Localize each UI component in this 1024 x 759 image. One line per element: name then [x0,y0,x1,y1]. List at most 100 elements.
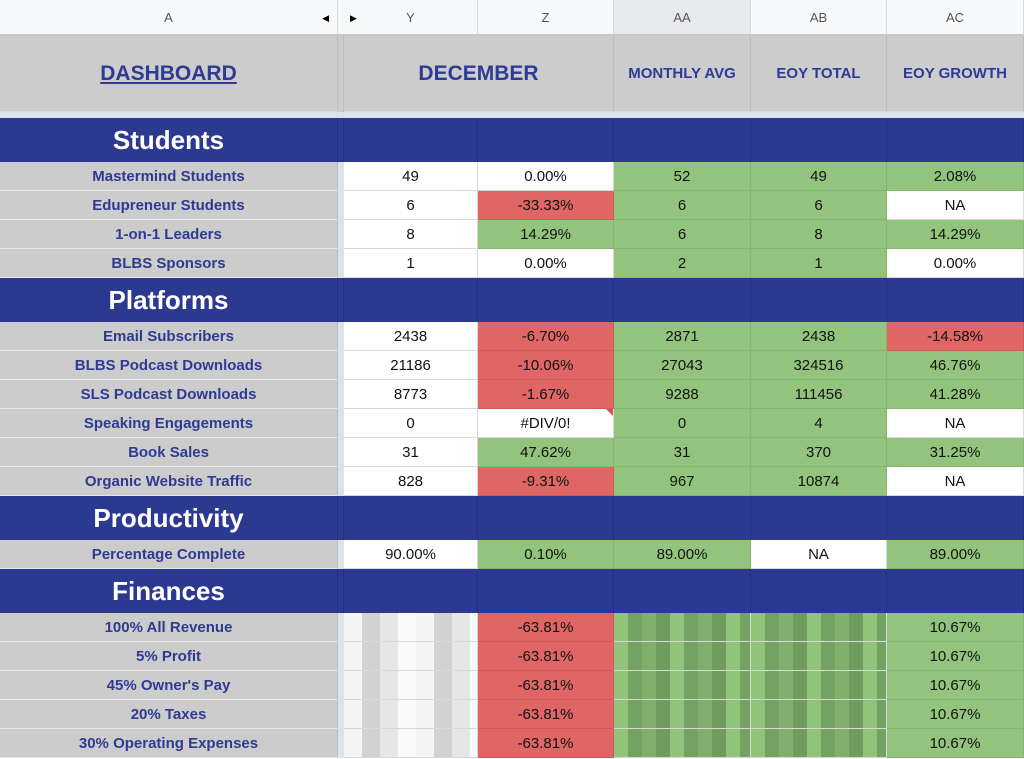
cell-y[interactable]: 828 [344,467,478,496]
cell-z[interactable]: -63.81% [478,729,614,758]
cell-z[interactable]: -10.06% [478,351,614,380]
section-cell[interactable] [478,569,614,613]
cell-ab[interactable]: 370 [751,438,887,467]
column-header-aa[interactable]: AA [614,0,751,36]
cell-ab[interactable]: 8 [751,220,887,249]
frozen-divider[interactable] [338,0,344,36]
cell-z[interactable]: #DIV/0! [478,409,614,438]
cell-ab[interactable] [751,671,887,700]
cell-ac[interactable]: 10.67% [887,671,1024,700]
cell-aa[interactable] [614,700,751,729]
section-cell[interactable] [344,118,478,162]
cell-y[interactable]: 49 [344,162,478,191]
cell-ac[interactable]: 41.28% [887,380,1024,409]
cell-ac[interactable]: 46.76% [887,351,1024,380]
cell-y[interactable]: 0 [344,409,478,438]
column-header-ac[interactable]: AC [887,0,1024,36]
row-label[interactable]: Book Sales [0,438,338,467]
section-cell[interactable] [887,278,1024,322]
section-cell[interactable] [478,278,614,322]
section-cell[interactable] [478,496,614,540]
cell-z[interactable]: -63.81% [478,613,614,642]
cell-z[interactable]: 47.62% [478,438,614,467]
cell-ac[interactable]: NA [887,409,1024,438]
cell-ab[interactable]: 324516 [751,351,887,380]
cell-ab[interactable]: NA [751,540,887,569]
cell-ac[interactable]: 10.67% [887,729,1024,758]
section-cell[interactable] [887,569,1024,613]
cell-z[interactable]: -1.67% [478,380,614,409]
section-cell[interactable] [751,278,887,322]
cell-y[interactable] [344,642,478,671]
column-header-y[interactable]: ▶ Y [344,0,478,36]
cell-z[interactable]: 0.00% [478,162,614,191]
cell-ac[interactable]: 0.00% [887,249,1024,278]
section-cell[interactable] [751,569,887,613]
section-cell[interactable] [344,569,478,613]
cell-z[interactable]: 14.29% [478,220,614,249]
cell-ab[interactable] [751,613,887,642]
row-label[interactable]: 1-on-1 Leaders [0,220,338,249]
cell-aa[interactable]: 2871 [614,322,751,351]
row-label[interactable]: SLS Podcast Downloads [0,380,338,409]
cell-y[interactable]: 31 [344,438,478,467]
cell-ab[interactable] [751,700,887,729]
cell-ac[interactable]: 10.67% [887,642,1024,671]
dashboard-link[interactable]: DASHBOARD [0,36,338,112]
cell-ab[interactable]: 49 [751,162,887,191]
cell-aa[interactable] [614,613,751,642]
cell-y[interactable]: 2438 [344,322,478,351]
monthly-avg-header[interactable]: MONTHLY AVG [614,36,751,112]
cell-ac[interactable]: 31.25% [887,438,1024,467]
row-label[interactable]: 30% Operating Expenses [0,729,338,758]
cell-ab[interactable] [751,642,887,671]
cell-aa[interactable]: 967 [614,467,751,496]
row-label[interactable]: BLBS Podcast Downloads [0,351,338,380]
row-label[interactable]: Percentage Complete [0,540,338,569]
cell-ab[interactable] [751,729,887,758]
row-label[interactable]: 100% All Revenue [0,613,338,642]
cell-z[interactable]: -9.31% [478,467,614,496]
cell-ac[interactable]: NA [887,191,1024,220]
cell-y[interactable]: 21186 [344,351,478,380]
section-cell[interactable] [614,569,751,613]
cell-aa[interactable]: 89.00% [614,540,751,569]
section-cell[interactable] [344,496,478,540]
section-cell[interactable] [614,278,751,322]
cell-ab[interactable]: 1 [751,249,887,278]
cell-aa[interactable]: 31 [614,438,751,467]
column-header-z[interactable]: Z [478,0,614,36]
cell-aa[interactable] [614,729,751,758]
section-cell[interactable] [751,118,887,162]
column-header-a[interactable]: A ◀ [0,0,338,36]
cell-aa[interactable] [614,642,751,671]
section-title[interactable]: Students [0,118,338,162]
section-title[interactable]: Finances [0,569,338,613]
cell-y[interactable] [344,671,478,700]
section-cell[interactable] [344,278,478,322]
cell-ac[interactable]: 89.00% [887,540,1024,569]
cell-y[interactable] [344,613,478,642]
cell-ac[interactable]: 2.08% [887,162,1024,191]
cell-aa[interactable]: 6 [614,220,751,249]
cell-ab[interactable]: 2438 [751,322,887,351]
section-cell[interactable] [887,118,1024,162]
eoy-growth-header[interactable]: EOY GROWTH [887,36,1024,112]
cell-y[interactable]: 6 [344,191,478,220]
column-header-ab[interactable]: AB [751,0,887,36]
row-label[interactable]: 20% Taxes [0,700,338,729]
month-header[interactable]: DECEMBER [344,36,614,112]
cell-ac[interactable]: NA [887,467,1024,496]
cell-aa[interactable]: 0 [614,409,751,438]
cell-z[interactable]: -63.81% [478,671,614,700]
cell-z[interactable]: -63.81% [478,642,614,671]
cell-aa[interactable]: 9288 [614,380,751,409]
row-label[interactable]: 45% Owner's Pay [0,671,338,700]
cell-y[interactable]: 90.00% [344,540,478,569]
cell-ab[interactable]: 10874 [751,467,887,496]
cell-y[interactable]: 8773 [344,380,478,409]
cell-z[interactable]: -63.81% [478,700,614,729]
cell-ab[interactable]: 111456 [751,380,887,409]
cell-aa[interactable]: 52 [614,162,751,191]
row-label[interactable]: Organic Website Traffic [0,467,338,496]
